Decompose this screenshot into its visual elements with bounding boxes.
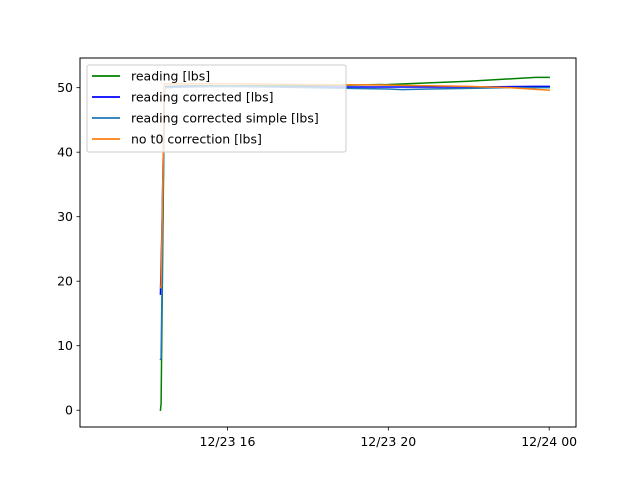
x-tick-label: 12/23 16 [200, 434, 256, 449]
y-tick-label: 30 [57, 209, 73, 224]
legend-label-0: reading [lbs] [131, 69, 210, 84]
legend-label-3: no t0 correction [lbs] [131, 132, 262, 147]
x-axis: 12/23 16 12/23 20 12/24 00 [200, 427, 577, 449]
y-tick-label: 20 [57, 274, 73, 289]
plot-frame [79, 57, 577, 428]
legend-label-2: reading corrected simple [lbs] [131, 111, 319, 126]
y-tick-label: 0 [65, 403, 73, 418]
y-tick-label: 50 [57, 80, 73, 95]
legend-box [86, 64, 347, 153]
y-axis: 0 10 20 30 40 50 [57, 80, 80, 418]
x-tick-label: 12/24 00 [521, 434, 577, 449]
y-tick-label: 40 [57, 145, 73, 160]
legend-label-1: reading corrected [lbs] [131, 90, 274, 105]
x-tick-label: 12/23 20 [360, 434, 416, 449]
y-tick-label: 10 [57, 338, 73, 353]
legend: reading [lbs] reading corrected [lbs] read… [86, 64, 347, 153]
